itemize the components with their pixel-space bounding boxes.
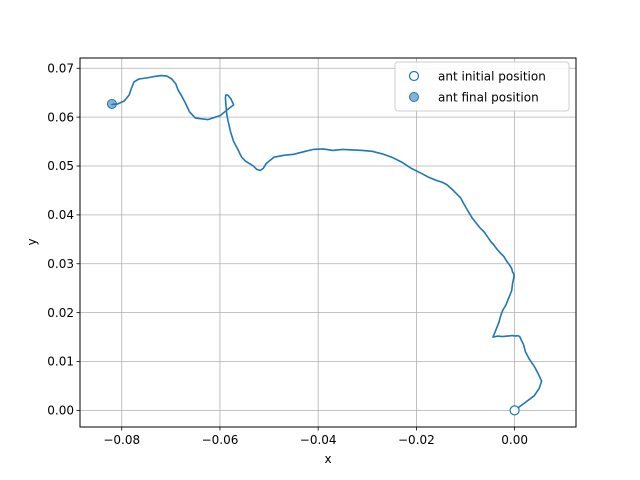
grid-lines [80, 58, 576, 427]
legend-initial-label: ant initial position [438, 70, 546, 84]
y-tick-label: 0.00 [47, 404, 74, 418]
y-axis-ticks: 0.00 0.01 0.02 0.03 0.04 0.05 0.06 0.07 [47, 61, 80, 418]
initial-position-marker [509, 405, 520, 416]
x-tick-label: −0.06 [202, 433, 239, 447]
plot-frame [79, 57, 577, 428]
legend: ant initial position ant final position [394, 61, 570, 112]
y-tick-label: 0.07 [47, 61, 74, 75]
y-tick-label: 0.01 [47, 355, 74, 369]
x-tick-label: 0.00 [501, 433, 528, 447]
y-tick-label: 0.02 [47, 306, 74, 320]
plot-area [106, 74, 543, 416]
y-tick-label: 0.03 [47, 257, 74, 271]
legend-initial-marker [408, 70, 420, 82]
x-tick-label: −0.02 [398, 433, 435, 447]
y-tick-label: 0.06 [47, 110, 74, 124]
x-tick-label: −0.04 [300, 433, 337, 447]
y-tick-label: 0.05 [47, 159, 74, 173]
x-axis-ticks: −0.08 −0.06 −0.04 −0.02 0.00 [103, 427, 528, 447]
final-position-marker [106, 98, 117, 109]
y-axis-label: y [25, 238, 39, 245]
legend-box [394, 61, 570, 112]
x-tick-label: −0.08 [103, 433, 140, 447]
y-tick-label: 0.04 [47, 208, 74, 222]
legend-final-label: ant final position [438, 91, 539, 105]
trajectory-line [111, 74, 543, 412]
x-axis-label: x [324, 452, 331, 466]
legend-final-marker [409, 92, 419, 102]
